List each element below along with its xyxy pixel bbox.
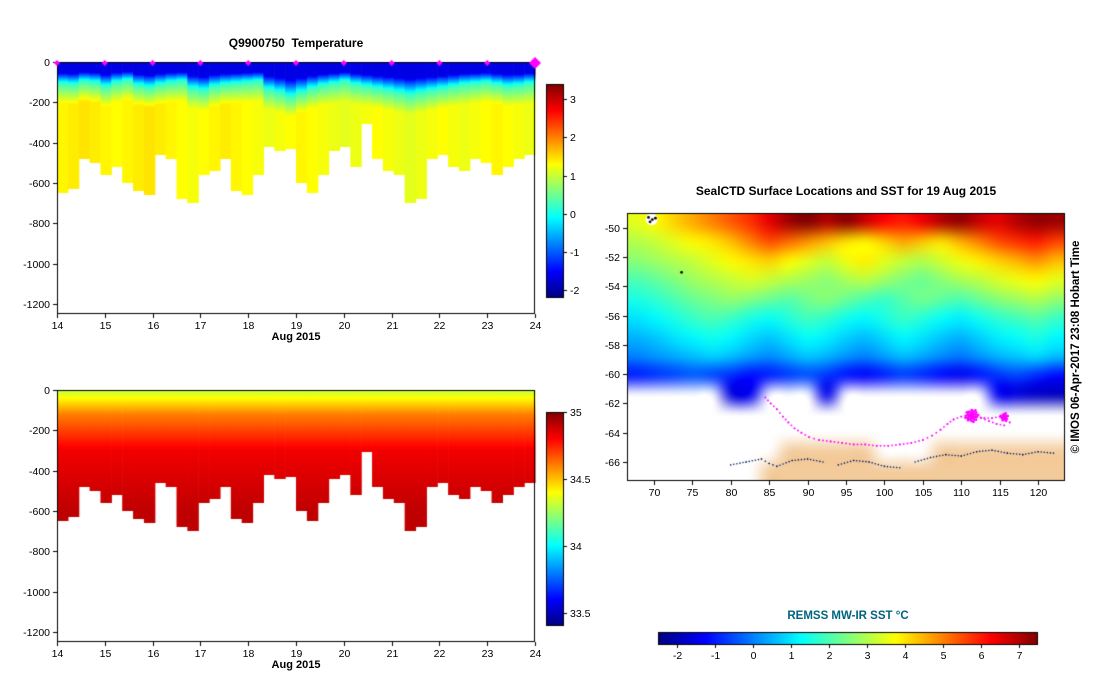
tick-label: 70 [648,487,661,499]
temperature-plot-title: Q9900750 Temperature [228,36,364,50]
tick-label: 3 [864,650,871,662]
tick-label: 4 [902,650,909,662]
tick-label: 0 [570,208,576,221]
tick-label: 17 [194,648,207,660]
tick-label: 21 [386,320,399,332]
tick-label: 120 [1029,487,1048,499]
tick-label: 17 [194,320,207,332]
tick-label: 16 [147,320,160,332]
tick-label: 100 [875,487,894,499]
tick-label: -600 [28,177,50,190]
tick-label: -60 [604,368,620,381]
sst-colorbar-label: REMSS MW-IR SST °C [787,610,909,622]
tick-label: 23 [481,320,494,332]
tick-label: 3 [570,93,576,106]
tick-label: -200 [28,424,50,437]
tick-label: 20 [338,320,351,332]
tick-label: 7 [1016,650,1023,662]
tick-label: 1 [788,650,795,662]
tick-label: 1 [570,170,576,183]
tick-label: -1000 [23,586,50,599]
tick-label: 14 [51,320,64,332]
tick-label: 19 [290,648,303,660]
tick-label: 6 [978,650,985,662]
tick-label: 21 [386,648,399,660]
tick-label: -800 [28,217,50,230]
tick-label: 0 [44,56,50,69]
temperature-x-axis-label: Aug 2015 [271,331,321,343]
tick-label: 34.5 [570,473,591,486]
tick-label: 2 [826,650,833,662]
tick-label: 15 [99,648,112,660]
imos-credit-text: © IMOS 06-Apr-2017 23:08 Hobart Time [1070,240,1082,454]
tick-label: 18 [242,648,255,660]
tick-label: -2 [570,284,580,297]
tick-label: -50 [604,222,620,235]
tick-label: -200 [28,96,50,109]
tick-label: -400 [28,137,50,150]
tick-label: -1 [710,650,721,662]
tick-label: 75 [686,487,699,499]
tick-label: 80 [725,487,738,499]
tick-label: 33.5 [570,607,591,620]
tick-label: 18 [242,320,255,332]
tick-label: 22 [433,648,446,660]
tick-label: -52 [604,251,620,264]
salinity-x-axis-label: Aug 2015 [271,659,321,671]
tick-label: -1000 [23,258,50,271]
tick-label: -56 [604,310,620,323]
tick-label: 95 [840,487,853,499]
tick-label: 110 [953,487,970,499]
tick-label: 5 [940,650,947,662]
tick-label: 2 [570,131,576,144]
tick-label: 15 [99,320,112,332]
tick-label: 35 [570,406,582,419]
tick-label: 0 [750,650,757,662]
tick-label: -400 [28,465,50,478]
tick-label: 19 [290,320,303,332]
tick-label: -600 [28,505,50,518]
tick-label: -62 [604,397,620,410]
tick-label: 24 [529,320,542,332]
tick-label: -1 [570,246,580,259]
tick-label: 20 [338,648,351,660]
tick-label: 14 [51,648,64,660]
tick-label: -58 [604,339,620,352]
tick-label: 22 [433,320,446,332]
tick-label: -800 [28,545,50,558]
tick-label: -64 [604,427,620,440]
tick-label: -1200 [23,626,50,639]
tick-label: 105 [914,487,933,499]
tick-label: 0 [44,384,50,397]
tick-label: -54 [604,280,620,293]
tick-label: -2 [672,650,683,662]
tick-label: 85 [763,487,776,499]
tick-label: 24 [529,648,542,660]
tick-label: 23 [481,648,494,660]
map-title: SealCTD Surface Locations and SST for 19… [695,184,997,198]
tick-label: -66 [604,456,620,469]
tick-label: 90 [802,487,815,499]
tick-label: -1200 [23,298,50,311]
tick-label: 34 [570,540,582,553]
tick-label: 115 [992,487,1009,499]
tick-label: 16 [147,648,160,660]
